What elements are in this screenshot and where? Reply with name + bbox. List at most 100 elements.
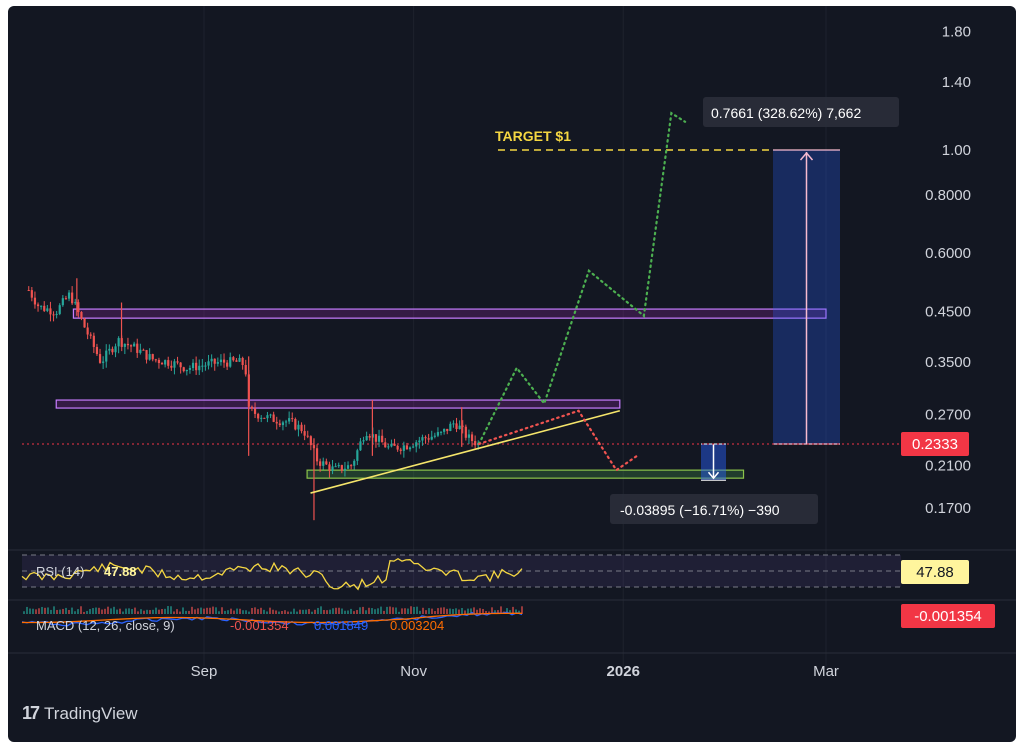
downside-measure-text: -0.03895 (−16.71%) −390 [620, 502, 780, 518]
price-axis-tick-label: 0.8000 [925, 187, 971, 204]
candle-body [55, 313, 58, 315]
candle-body [281, 422, 285, 426]
time-axis-tick-label: Mar [813, 663, 839, 680]
candle-body [188, 367, 192, 370]
candle-body [421, 437, 424, 441]
candle-body [191, 362, 195, 368]
candle-body [278, 423, 281, 426]
candle-body [136, 343, 139, 353]
candle-body [334, 466, 337, 468]
candle-body [142, 349, 145, 351]
candle-body [222, 359, 226, 363]
candle-body [263, 417, 266, 419]
candle-body [346, 465, 350, 469]
candle-body [461, 425, 464, 427]
candle-body [71, 292, 74, 304]
price-axis-tick-label: 1.00 [942, 142, 971, 159]
last-price-tag-bg [901, 432, 969, 456]
downside-measure-label: -0.03895 (−16.71%) −390 [610, 494, 818, 524]
candle-body [427, 438, 430, 440]
candle-body [77, 302, 80, 313]
time-axis-tick-label: Sep [191, 663, 218, 680]
candle-body [95, 346, 99, 355]
candle-body [80, 312, 83, 319]
candle-body [260, 417, 263, 419]
candle-body [117, 338, 120, 347]
candle-body [157, 359, 161, 364]
candle-body [408, 447, 412, 450]
candle-body [173, 361, 176, 368]
candle-body [291, 418, 294, 420]
candle-body [362, 440, 365, 442]
candle-body [467, 434, 471, 438]
price-axis-tick-label: 0.2700 [925, 406, 971, 423]
candle-body [288, 418, 291, 422]
candle-body [374, 434, 378, 442]
candle-body [303, 431, 306, 436]
candle-body [356, 450, 359, 461]
candle-body [52, 314, 55, 316]
candle-body [253, 408, 257, 414]
candle-body [443, 428, 446, 432]
candle-body [244, 364, 247, 375]
candle-body [49, 308, 52, 315]
candle-body [67, 292, 71, 299]
candle-body [343, 468, 347, 471]
candle-body [213, 358, 216, 364]
zone-resistance [72, 308, 827, 319]
candle-body [219, 359, 223, 363]
candle-body [139, 349, 142, 353]
macd-line [21, 611, 523, 627]
candle-body [455, 423, 458, 430]
rsi-line [21, 557, 523, 591]
price-chart[interactable]: 1.80 1.40 1.00 0.8000 0.6000 0.4500 0.3500 0.27… [8, 6, 1016, 696]
upside-measure-bg [703, 97, 899, 127]
rsi-tag-bg [901, 560, 969, 584]
macd-tag-text: -0.001354 [914, 608, 982, 625]
candle-body [64, 298, 68, 300]
candle-body [74, 302, 77, 304]
candle-body [275, 421, 278, 424]
candle-body [257, 413, 260, 419]
candle-body [126, 343, 130, 346]
candle-body [176, 361, 179, 363]
candle-body [160, 363, 164, 365]
candle-body [322, 461, 325, 466]
candle-body [359, 441, 362, 451]
candle-body [384, 442, 387, 448]
candle-body [377, 435, 381, 442]
candle-body [424, 437, 427, 439]
time-axis-tick-label: 2026 [607, 663, 640, 680]
macd-tag-bg [901, 604, 995, 628]
candle-body [368, 436, 371, 438]
candle-body [458, 425, 461, 430]
candle-body [111, 348, 114, 353]
candle-body [185, 369, 188, 372]
rsi-pane: RSI (14) 47.88 47.88 [21, 554, 969, 591]
rsi-tag-text: 47.88 [916, 564, 954, 581]
candle-body [337, 465, 340, 467]
candle-body [229, 357, 232, 367]
upside-range-arrowhead [799, 151, 814, 161]
candle-body [470, 434, 474, 442]
price-axis: 1.80 1.40 1.00 0.8000 0.6000 0.4500 0.3500 0.27… [925, 23, 971, 517]
downside-range-arrowhead [707, 471, 720, 480]
macd-value: -0.001354 [230, 618, 289, 633]
candle-body [207, 361, 210, 366]
candle-body [170, 365, 173, 368]
candle-body [102, 361, 105, 363]
candle-body [154, 359, 157, 361]
last-price-tag-text: 0.2333 [912, 436, 958, 453]
candle-body [27, 290, 30, 292]
candle-body [412, 446, 415, 448]
candle-body [36, 304, 40, 307]
tradingview-logo[interactable]: 17 TradingView [22, 703, 138, 724]
candle-body [43, 305, 46, 311]
bearish-projection [477, 409, 639, 472]
candle-body [145, 350, 148, 360]
candle-body [418, 440, 421, 443]
candle-body [452, 423, 455, 425]
candle-body [33, 297, 37, 305]
price-axis-tick-label: 0.4500 [925, 303, 971, 320]
candle-body [300, 424, 303, 432]
